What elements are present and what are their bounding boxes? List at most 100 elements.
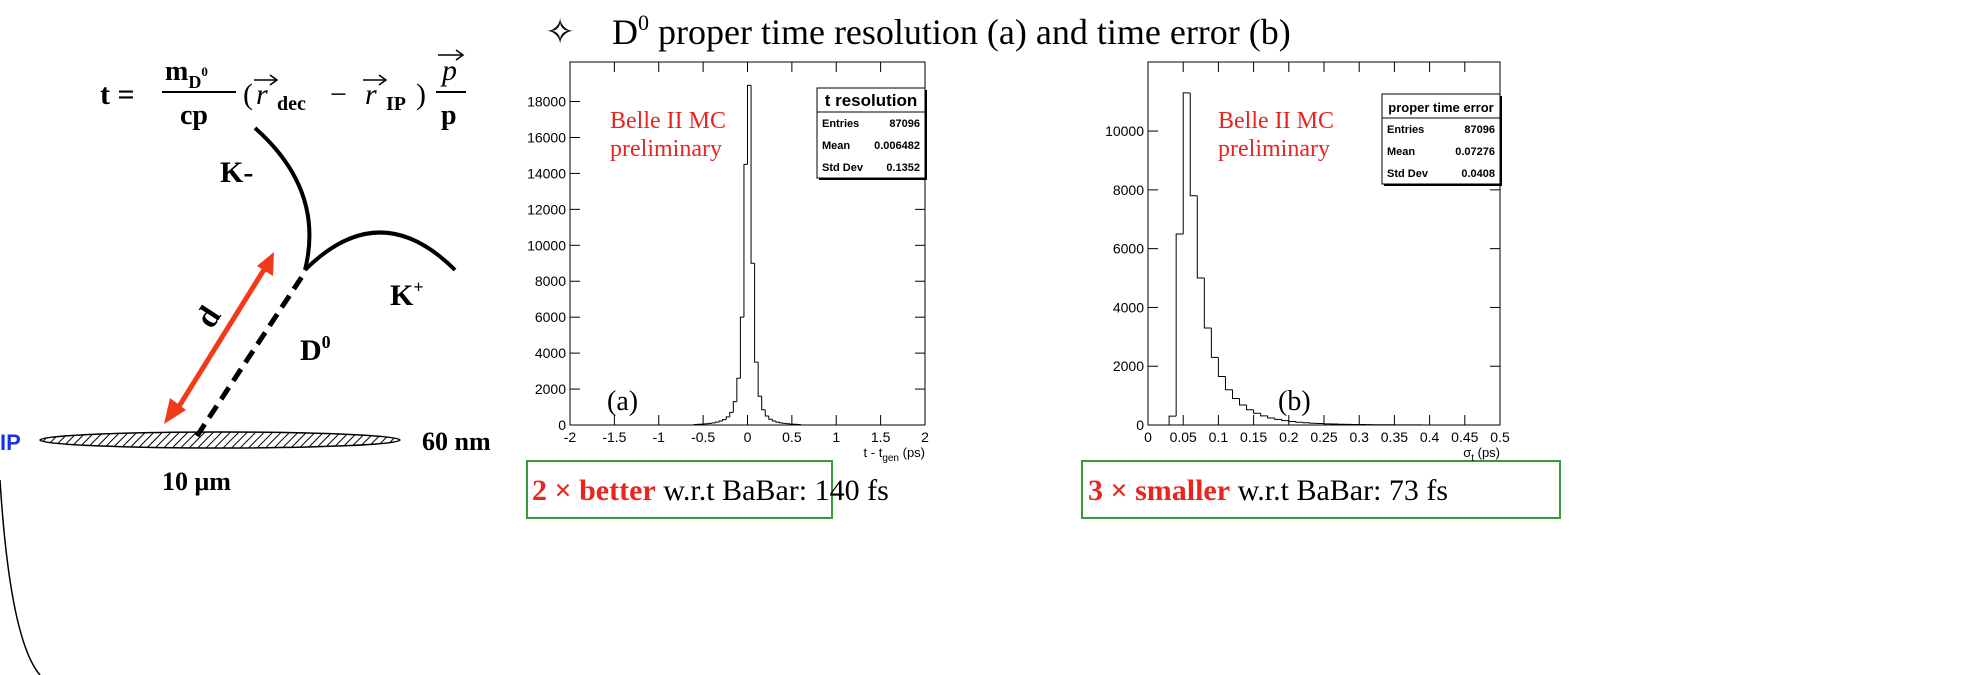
headline: D0 proper time resolution (a) and time e… bbox=[612, 10, 1291, 52]
stats-box bbox=[1381, 93, 1501, 185]
x-axis-label: σt (ps) bbox=[1463, 445, 1500, 464]
x-tick-label: 0.25 bbox=[1310, 429, 1337, 445]
histogram-bin bbox=[693, 423, 698, 425]
k-minus-track bbox=[253, 126, 312, 271]
stats-key: Std Dev bbox=[1387, 168, 1429, 180]
k-minus-label: K- bbox=[220, 156, 253, 189]
stats-key: Mean bbox=[822, 140, 850, 152]
note: 3 × smaller w.r.t BaBar: 73 fs bbox=[1088, 474, 1448, 507]
histogram-bin bbox=[743, 163, 748, 318]
x-tick-label: 0 bbox=[1144, 429, 1152, 445]
stats-box bbox=[816, 87, 926, 179]
r1-sub: dec bbox=[277, 93, 306, 115]
y-tick-label: 12000 bbox=[527, 201, 566, 217]
m: m bbox=[165, 56, 188, 87]
histogram-bin bbox=[739, 316, 744, 379]
histogram-bin bbox=[1182, 92, 1191, 234]
x-tick-label: 0 bbox=[744, 429, 752, 445]
x-label-sub: gen bbox=[882, 453, 899, 464]
histogram-bin bbox=[729, 411, 734, 417]
histogram-bin bbox=[761, 396, 766, 411]
annotation: preliminary bbox=[610, 136, 722, 162]
arrow-head bbox=[257, 252, 274, 276]
histogram-bin bbox=[1260, 413, 1268, 417]
y-tick-label: 10000 bbox=[1105, 123, 1144, 139]
stats-key: Mean bbox=[1387, 146, 1415, 158]
y-tick-label: 6000 bbox=[535, 309, 566, 325]
histogram-bin bbox=[1302, 422, 1310, 424]
histogram-bin bbox=[711, 422, 716, 424]
histogram-bin bbox=[1267, 415, 1275, 419]
formula: t = mD0 cp ( r dec − r IP ) p p bbox=[100, 49, 466, 131]
x-tick-label: -0.5 bbox=[691, 429, 715, 445]
histogram-bin bbox=[718, 420, 723, 423]
histogram-bin bbox=[1217, 357, 1226, 378]
histogram-bin bbox=[1281, 419, 1289, 422]
k: K bbox=[390, 279, 414, 312]
x-label-unit: (ps) bbox=[1474, 445, 1500, 460]
y-tick-label: 14000 bbox=[527, 165, 566, 181]
p-den: p bbox=[441, 100, 457, 131]
stats-value: 0.006482 bbox=[874, 140, 920, 152]
note: 2 × better w.r.t BaBar: 140 fs bbox=[532, 474, 889, 507]
formula-m: mD0 bbox=[165, 56, 208, 92]
d0: D bbox=[300, 334, 322, 367]
y-tick-label: 16000 bbox=[527, 129, 566, 145]
outline-arc bbox=[0, 479, 41, 675]
histogram-bin bbox=[1295, 421, 1303, 423]
histogram-bin bbox=[1239, 398, 1247, 406]
x-tick-label: 0.5 bbox=[782, 429, 802, 445]
lparen: ( bbox=[243, 78, 253, 111]
headline-rest: proper time resolution (a) and time erro… bbox=[649, 12, 1291, 52]
stats-key: Entries bbox=[822, 118, 859, 130]
histogram-bin bbox=[1175, 233, 1184, 417]
histogram-bin bbox=[1210, 328, 1219, 358]
x-tick-label: 0.2 bbox=[1279, 429, 1299, 445]
note-highlight: 3 × smaller bbox=[1088, 474, 1230, 507]
interaction-region bbox=[39, 431, 401, 449]
vec-head bbox=[455, 49, 465, 61]
x-label-unit: (ps) bbox=[899, 445, 925, 460]
formula-den: cp bbox=[180, 100, 208, 131]
x-tick-label: -1.5 bbox=[602, 429, 626, 445]
stats-value: 0.1352 bbox=[886, 162, 920, 174]
histogram-bin bbox=[1246, 405, 1254, 411]
distance-arrow bbox=[175, 266, 268, 410]
x-label-main: σ bbox=[1463, 445, 1471, 460]
r2: r bbox=[365, 78, 377, 111]
p-num: p bbox=[440, 54, 457, 87]
headline-sup: 0 bbox=[638, 10, 649, 35]
histogram-bin bbox=[725, 416, 730, 420]
histogram-bin bbox=[715, 421, 720, 423]
stats-title: t resolution bbox=[825, 91, 918, 110]
y-tick-label: 2000 bbox=[1113, 358, 1144, 374]
minus: − bbox=[330, 78, 347, 111]
stats-key: Std Dev bbox=[822, 162, 864, 174]
panel-label: (a) bbox=[607, 386, 638, 417]
histogram-bin bbox=[1274, 417, 1282, 420]
histogram-bin bbox=[768, 416, 773, 420]
x-tick-label: 0.5 bbox=[1490, 429, 1510, 445]
histogram-bin bbox=[775, 421, 780, 423]
rparen: ) bbox=[416, 78, 426, 111]
y-tick-label: 18000 bbox=[527, 94, 566, 110]
r1: r bbox=[256, 78, 268, 111]
vec-head bbox=[269, 74, 279, 86]
note-box bbox=[1081, 460, 1561, 519]
histogram-bin bbox=[1168, 415, 1177, 425]
x-tick-label: -2 bbox=[564, 429, 577, 445]
headline-d: D bbox=[612, 12, 638, 52]
x-tick-label: 2 bbox=[921, 429, 929, 445]
d0-label: D0 bbox=[300, 332, 331, 367]
histogram-bin bbox=[757, 362, 762, 397]
histogram-bin bbox=[1253, 409, 1261, 414]
x-tick-label: 0.35 bbox=[1381, 429, 1408, 445]
m-sub: D bbox=[188, 72, 201, 92]
d-label: d bbox=[188, 299, 228, 334]
note-box bbox=[526, 460, 833, 519]
histogram-bin bbox=[750, 85, 755, 264]
note-highlight: 2 × better bbox=[532, 474, 656, 507]
width-label: 10 μm bbox=[162, 467, 231, 496]
note-rest: w.r.t BaBar: 140 fs bbox=[656, 474, 889, 507]
k-plus-track bbox=[303, 230, 457, 272]
